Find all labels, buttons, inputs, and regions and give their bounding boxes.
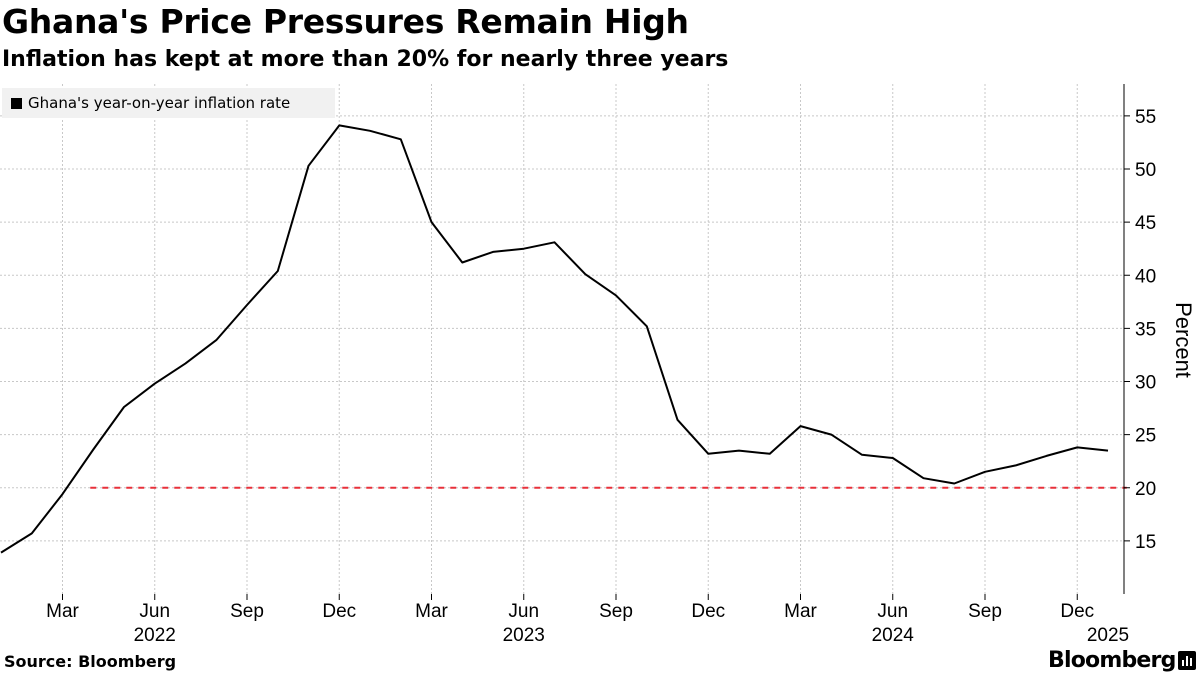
source-note: Source: Bloomberg <box>4 652 177 671</box>
x-year-label: 2022 <box>134 625 176 646</box>
bloomberg-terminal-icon <box>1178 651 1196 670</box>
y-axis-title: Percent <box>1171 302 1196 378</box>
x-year-label: 2023 <box>503 625 545 646</box>
grid <box>0 84 1124 594</box>
y-tick-label: 20 <box>1135 479 1156 500</box>
x-year-label: 2025 <box>1087 625 1129 646</box>
x-tick-label: Jun <box>508 601 539 622</box>
x-axis: Mar Jun Sep Dec Mar Jun Sep Dec Mar Jun Sep Dec 2022… <box>46 594 1129 646</box>
x-year-label: 2024 <box>872 625 915 646</box>
x-tick-label: Sep <box>599 601 633 622</box>
chart-subtitle: Inflation has kept at more than 20% for … <box>2 47 729 72</box>
y-tick-label: 30 <box>1135 373 1156 394</box>
x-tick-label: Jun <box>877 601 908 622</box>
x-tick-label: Mar <box>415 601 448 622</box>
y-tick-label: 55 <box>1135 107 1156 128</box>
legend-swatch <box>11 97 22 109</box>
x-tick-label: Jun <box>139 601 170 622</box>
y-tick-label: 50 <box>1135 160 1156 181</box>
y-axis: 15 20 25 30 35 40 45 50 55 Percent <box>1123 84 1196 594</box>
series-group <box>0 124 1109 554</box>
x-tick-label: Mar <box>784 601 817 622</box>
x-tick-label: Dec <box>691 601 725 622</box>
x-tick-label: Dec <box>1060 601 1094 622</box>
x-tick-label: Mar <box>46 601 79 622</box>
legend-label: Ghana's year-on-year inflation rate <box>28 94 291 112</box>
x-tick-label: Sep <box>230 601 264 622</box>
y-tick-label: 45 <box>1135 213 1156 234</box>
legend: Ghana's year-on-year inflation rate <box>2 88 335 118</box>
y-tick-label: 40 <box>1135 266 1156 287</box>
y-tick-label: 15 <box>1135 532 1156 553</box>
y-tick-label: 25 <box>1135 426 1156 447</box>
chart-title: Ghana's Price Pressures Remain High <box>2 2 689 41</box>
x-tick-label: Dec <box>322 601 356 622</box>
x-tick-label: Sep <box>968 601 1002 622</box>
brand-wordmark: Bloomberg <box>1048 648 1176 673</box>
y-tick-label: 35 <box>1135 319 1156 340</box>
